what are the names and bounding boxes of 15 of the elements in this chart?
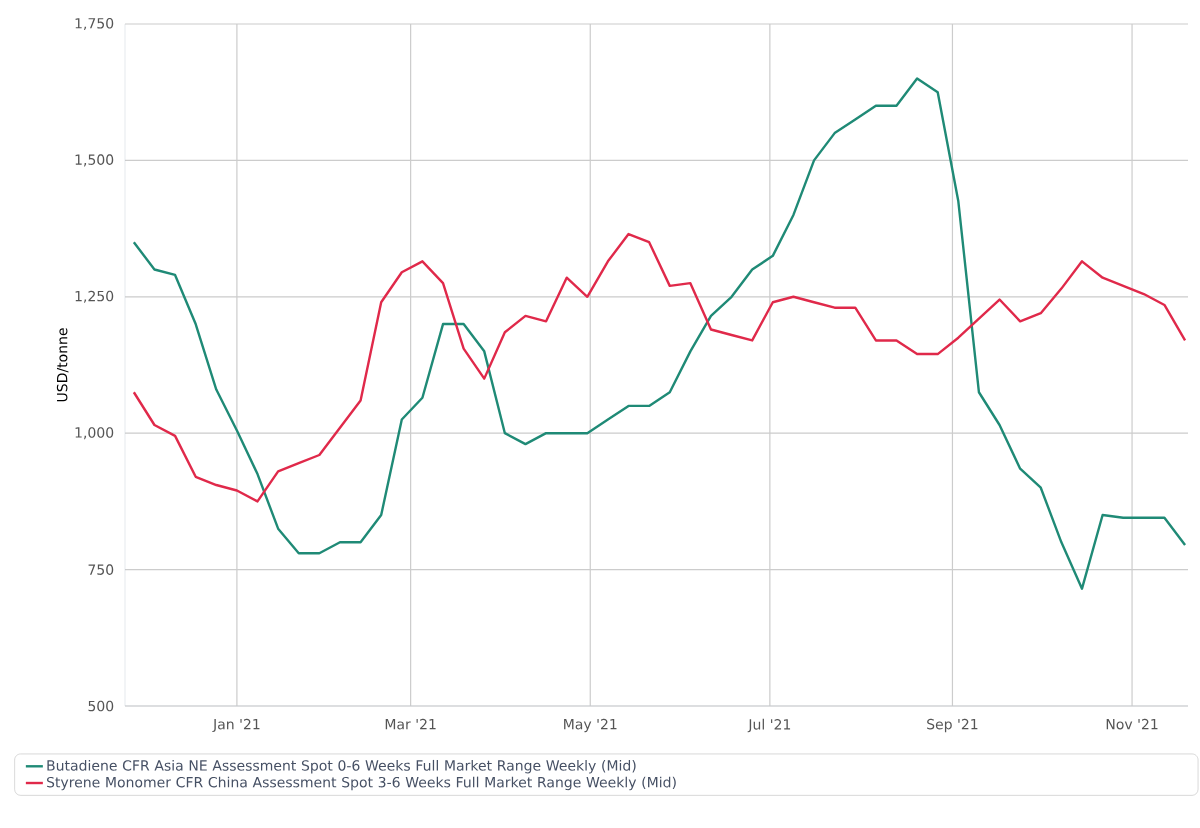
y-axis-title: USD/tonne [56,328,69,402]
x-tick-label: May '21 [564,718,617,733]
x-tick-label: Mar '21 [385,718,436,730]
legend-label: Butadiene CFR Asia NE Assessment Spot 0-6 Weeks Full Market Range Weekly (Mid) [47,759,636,774]
y-tick-label: 500 [88,700,114,712]
y-tick-label: 1,000 [75,427,114,440]
y-tick-label: 1,750 [75,17,114,30]
x-tick-label: Jan '21 [212,718,260,733]
x-tick-label: Nov '21 [1106,718,1158,730]
y-tick-label: 1,250 [75,290,114,303]
legend-label: Styrene Monomer CFR China Assessment Spot 3-6 Weeks Full Market Range Weekly (Mid) [46,776,676,791]
x-tick-label: Jul '21 [747,718,791,733]
y-tick-label: 750 [88,564,114,575]
y-tick-label: 1,500 [75,154,114,167]
x-tick-label: Sep '21 [927,718,978,733]
